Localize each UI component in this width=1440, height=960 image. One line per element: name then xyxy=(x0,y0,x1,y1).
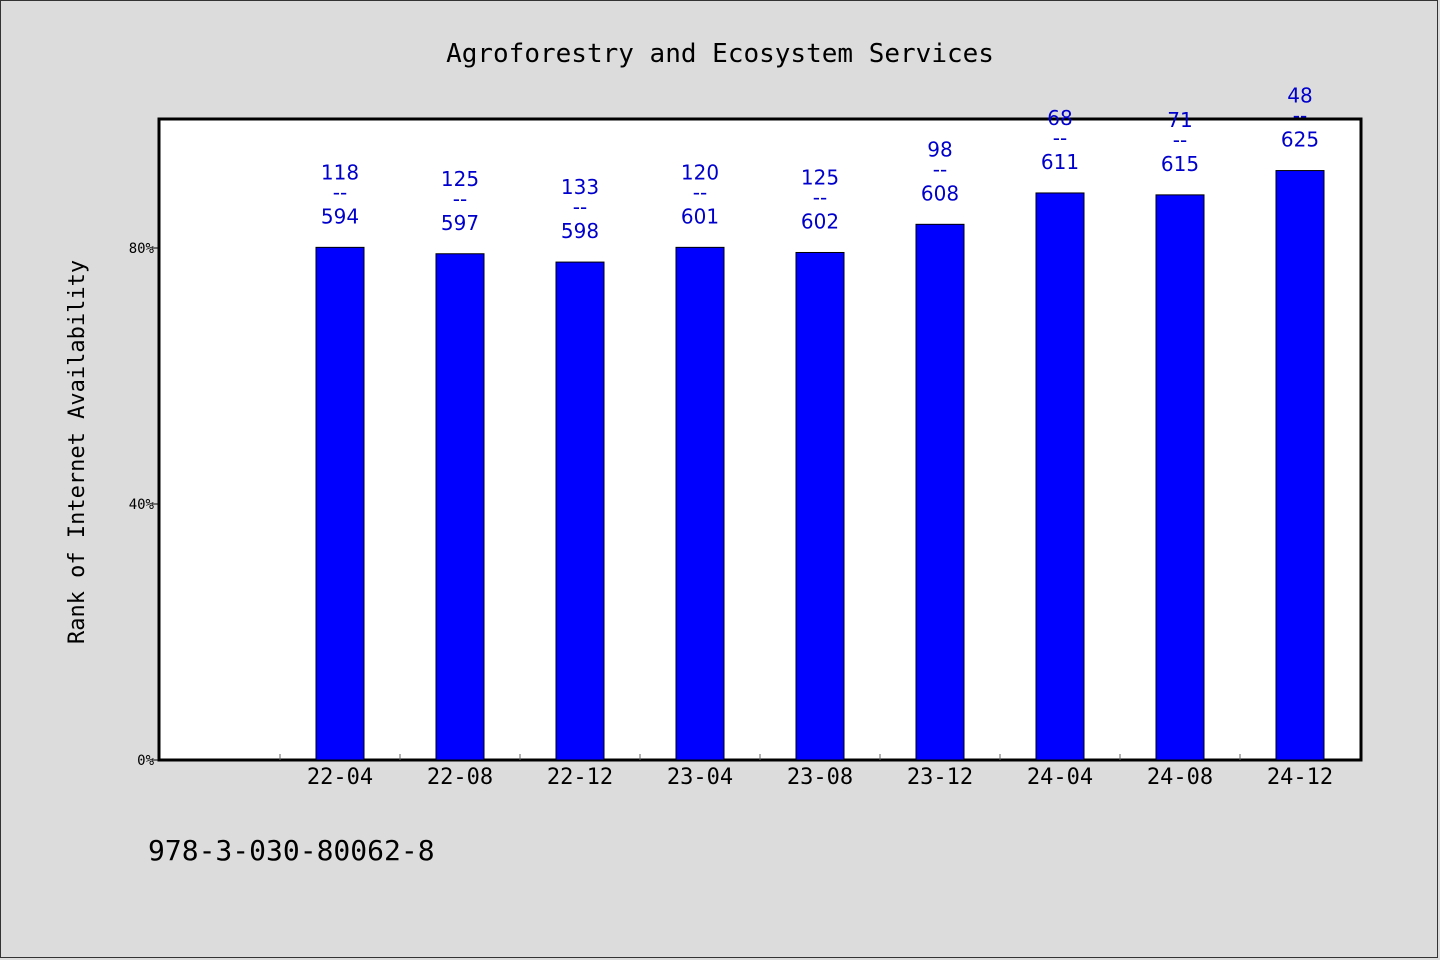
bar-label-rank: 48 xyxy=(1287,84,1312,108)
y-tick-label: 80% xyxy=(129,241,155,257)
x-tick-label: 23-08 xyxy=(787,765,853,790)
bar-label-total: 601 xyxy=(681,204,719,228)
bar-label-total: 597 xyxy=(441,211,479,235)
x-tick-label: 22-08 xyxy=(427,765,493,790)
x-tick-label: 24-08 xyxy=(1147,765,1213,790)
bar-label-total: 598 xyxy=(561,219,599,243)
bar-label-separator: -- xyxy=(1293,104,1307,128)
y-axis-label: Rank of Internet Availability xyxy=(65,260,90,644)
bar-label-separator: -- xyxy=(333,180,347,204)
bar xyxy=(795,251,845,761)
bar xyxy=(915,223,965,761)
y-tick-label: 0% xyxy=(137,753,154,769)
bar-label-separator: -- xyxy=(453,187,467,211)
bar xyxy=(1035,192,1085,761)
bar xyxy=(555,261,605,761)
bar xyxy=(675,246,725,761)
footer-identifier: 978-3-030-80062-8 xyxy=(148,834,435,867)
chart-title: Agroforestry and Ecosystem Services xyxy=(446,39,994,69)
bar-label-total: 608 xyxy=(921,181,959,205)
bar-label-rank: 125 xyxy=(801,165,839,189)
bar-label-rank: 71 xyxy=(1167,108,1192,132)
x-tick-label: 24-12 xyxy=(1267,765,1333,790)
bar-label-rank: 125 xyxy=(441,167,479,191)
bar-label-total: 602 xyxy=(801,209,839,233)
y-tick-label: 40% xyxy=(129,497,155,513)
bar-label-separator: -- xyxy=(573,195,587,219)
x-tick-label: 24-04 xyxy=(1027,765,1093,790)
bar-label-separator: -- xyxy=(813,185,827,209)
bar-label-rank: 118 xyxy=(321,160,359,184)
axis-ticks: 0% 40% 80% xyxy=(129,241,1241,769)
bar-label-total: 615 xyxy=(1161,152,1199,176)
bar-label-separator: -- xyxy=(1053,126,1067,150)
bar-label-total: 594 xyxy=(321,204,359,228)
bar-label-rank: 120 xyxy=(681,160,719,184)
bar xyxy=(1155,194,1205,761)
bar-label-total: 611 xyxy=(1041,150,1079,174)
x-tick-label: 22-04 xyxy=(307,765,373,790)
bar xyxy=(435,253,485,761)
x-tick-label: 23-12 xyxy=(907,765,973,790)
bar-labels: 22-04118--59422-08125--59722-12133--5982… xyxy=(307,84,1333,790)
bar xyxy=(1275,170,1325,761)
bar-label-rank: 133 xyxy=(561,175,599,199)
bar-label-rank: 98 xyxy=(927,137,952,161)
bar-label-separator: -- xyxy=(693,180,707,204)
bar-label-rank: 68 xyxy=(1047,106,1072,130)
x-tick-label: 23-04 xyxy=(667,765,733,790)
bar-label-total: 625 xyxy=(1281,128,1319,152)
bar-label-separator: -- xyxy=(1173,128,1187,152)
x-tick-label: 22-12 xyxy=(547,765,613,790)
bars xyxy=(315,170,1325,761)
bar xyxy=(315,246,365,761)
bar-label-separator: -- xyxy=(933,157,947,181)
